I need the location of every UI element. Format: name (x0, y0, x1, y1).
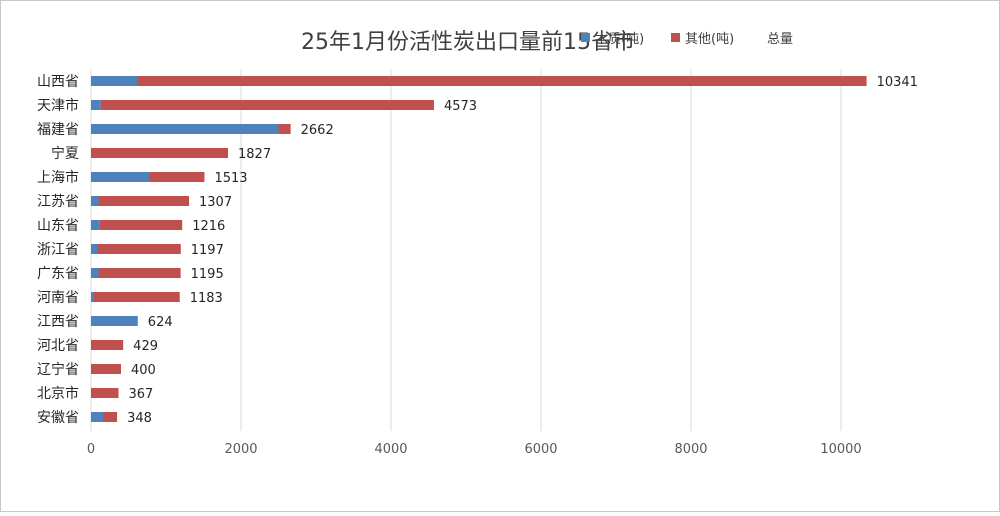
bar-segment (91, 412, 103, 422)
total-label: 367 (129, 387, 154, 402)
data-labels: 10341 4573 2662 1827 1513 1307 1216 1197 1195 118… (127, 75, 918, 426)
total-label: 348 (127, 411, 152, 426)
category-label: 天津市 (37, 97, 79, 114)
bar-segment (91, 220, 100, 230)
bar-segment (149, 172, 205, 182)
total-label: 1216 (192, 219, 225, 234)
category-label: 浙江省 (37, 242, 79, 258)
bar-segment (100, 100, 434, 110)
bar-segment (91, 76, 138, 86)
bar-segment (91, 388, 119, 398)
x-tick-label: 6000 (524, 442, 557, 457)
bar-segment (91, 100, 101, 110)
total-label: 1307 (199, 195, 232, 210)
total-label: 2662 (301, 123, 334, 138)
bar-segment (94, 292, 180, 302)
category-label: 安徽省 (37, 410, 79, 426)
bar-segment (91, 172, 150, 182)
bar-segment (98, 196, 190, 206)
total-label: 1197 (191, 243, 224, 258)
legend-label: 木质(吨) (595, 32, 644, 47)
category-label: 广东省 (37, 266, 79, 282)
category-label: 山东省 (37, 218, 79, 234)
bar-segment (91, 364, 121, 374)
legend-swatch (581, 33, 590, 42)
bar-segment (98, 268, 181, 278)
x-tick-label: 10000 (820, 442, 861, 457)
total-label: 1513 (214, 171, 247, 186)
x-axis: 0 2000 4000 6000 8000 10000 (87, 442, 862, 457)
x-tick-label: 2000 (224, 442, 257, 457)
category-label: 福建省 (37, 122, 79, 138)
category-label: 江苏省 (37, 194, 79, 210)
category-label: 北京市 (37, 385, 79, 402)
category-label: 辽宁省 (37, 361, 79, 378)
x-tick-label: 4000 (374, 442, 407, 457)
total-label: 400 (131, 363, 156, 378)
bar-segment (91, 340, 124, 350)
category-label: 宁夏 (51, 145, 79, 162)
bar-segment (91, 292, 94, 302)
bar-segment (91, 196, 99, 206)
bar-segment (91, 244, 97, 254)
bar-segment (278, 124, 291, 134)
legend-label: 其他(吨) (685, 32, 734, 47)
total-label: 429 (133, 339, 158, 354)
total-label: 1195 (191, 267, 224, 282)
x-tick-label: 8000 (674, 442, 707, 457)
category-label: 江西省 (37, 314, 79, 330)
bar-segment (99, 220, 183, 230)
legend-label: 总量 (767, 32, 793, 47)
bar-segment (137, 76, 867, 86)
category-label: 山西省 (37, 74, 79, 90)
bar-segment (91, 316, 138, 326)
category-label: 河北省 (37, 338, 79, 354)
total-label: 4573 (444, 99, 477, 114)
total-label: 624 (148, 315, 173, 330)
bar-segment (91, 124, 279, 134)
legend: 木质(吨) 其他(吨) 总量 (581, 32, 793, 47)
x-tick-label: 0 (87, 442, 95, 457)
total-label: 1827 (238, 147, 271, 162)
legend-swatch (671, 33, 680, 42)
category-label: 上海市 (37, 169, 79, 186)
bar-segment (91, 268, 99, 278)
bar-segment (91, 148, 229, 158)
category-labels: 山西省天津市福建省宁夏上海市江苏省山东省浙江省广东省河南省江西省河北省辽宁省北京… (37, 74, 79, 426)
bar-segment (103, 412, 118, 422)
bar-segment (97, 244, 181, 254)
category-label: 河南省 (37, 290, 79, 306)
total-label: 10341 (877, 75, 918, 90)
total-label: 1183 (190, 291, 223, 306)
bars (91, 76, 867, 422)
chart-title: 25年1月份活性炭出口量前15省市 (301, 30, 635, 55)
